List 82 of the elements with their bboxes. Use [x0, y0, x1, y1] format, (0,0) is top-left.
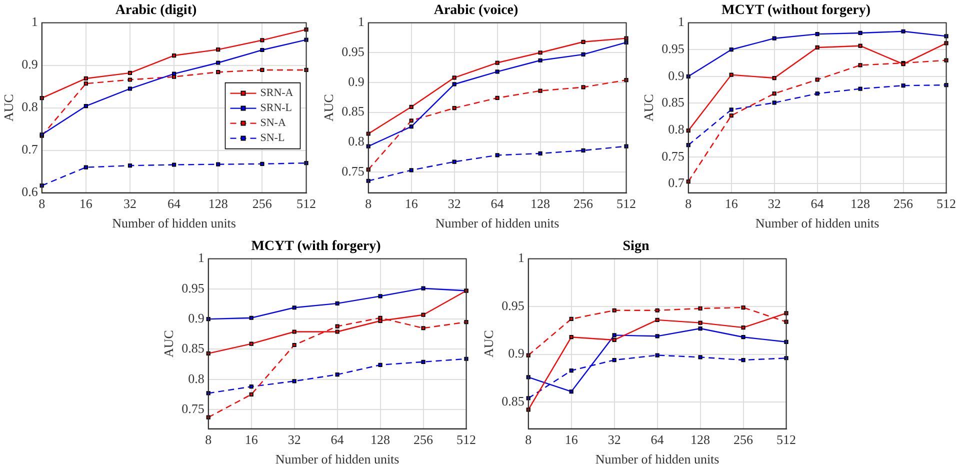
- x-tick-label: 8: [525, 432, 532, 448]
- y-tick-label: 0.8: [22, 99, 38, 114]
- x-tick-label: 512: [456, 432, 476, 448]
- x-tick-label: 256: [734, 432, 754, 448]
- y-tick-label: 1: [518, 250, 524, 266]
- y-tick-label: 0.75: [342, 163, 364, 178]
- y-tick-label: 0.85: [502, 393, 524, 408]
- x-axis-title: Number of hidden units: [112, 216, 236, 231]
- legend-label: SRN-A: [260, 87, 294, 100]
- y-tick-label: 0.8: [348, 134, 364, 149]
- y-tick-label: 0.8: [668, 121, 684, 136]
- x-tick-label: 512: [936, 196, 956, 212]
- chart-title: MCYT (with forgery): [251, 239, 382, 254]
- x-tick-label: 32: [123, 196, 136, 212]
- x-axis-title: Number of hidden units: [275, 452, 400, 467]
- y-tick-label: 1: [31, 14, 38, 30]
- y-axis-title: AUC: [321, 94, 336, 122]
- y-tick-label: 1: [198, 250, 204, 266]
- x-tick-label: 8: [685, 196, 692, 212]
- x-tick-label: 256: [894, 196, 914, 212]
- x-tick-label: 8: [205, 432, 212, 448]
- y-tick-label: 0.85: [662, 94, 684, 110]
- y-tick-label: 0.7: [668, 175, 685, 190]
- x-axis-title: Number of hidden units: [595, 452, 720, 467]
- y-tick-label: 0.95: [182, 280, 204, 296]
- x-tick-label: 128: [530, 196, 550, 212]
- x-tick-label: 16: [404, 196, 418, 212]
- y-tick-label: 0.95: [662, 41, 684, 56]
- y-tick-label: 0.9: [188, 310, 204, 326]
- x-axis-title: Number of hidden units: [435, 216, 560, 231]
- y-tick-label: 0.95: [502, 298, 524, 313]
- x-tick-label: 16: [564, 432, 578, 448]
- x-tick-label: 32: [448, 196, 461, 212]
- y-tick-label: 0.9: [508, 346, 524, 361]
- x-tick-label: 512: [616, 196, 636, 212]
- x-tick-label: 512: [296, 196, 316, 212]
- x-tick-label: 256: [252, 196, 272, 212]
- x-tick-label: 16: [79, 196, 93, 212]
- y-tick-label: 0.9: [22, 56, 38, 72]
- x-tick-label: 128: [690, 432, 710, 448]
- x-tick-label: 128: [850, 196, 870, 212]
- x-tick-label: 64: [330, 432, 344, 448]
- x-tick-label: 64: [168, 196, 182, 212]
- x-tick-label: 16: [244, 432, 258, 448]
- x-tick-label: 256: [414, 432, 434, 448]
- x-tick-label: 8: [38, 196, 46, 212]
- y-axis-title: AUC: [481, 330, 496, 358]
- y-tick-label: 1: [678, 14, 684, 30]
- y-tick-label: 0.9: [668, 68, 684, 83]
- x-tick-label: 512: [776, 432, 796, 448]
- x-tick-label: 64: [490, 196, 504, 212]
- y-axis-title: AUC: [1, 94, 16, 122]
- x-tick-label: 8: [365, 196, 372, 212]
- y-tick-label: 0.9: [348, 74, 364, 89]
- x-tick-label: 32: [768, 196, 781, 212]
- y-axis-title: AUC: [161, 330, 176, 358]
- legend-label: SN-L: [260, 132, 285, 144]
- chart-title: Arabic (digit): [115, 3, 197, 18]
- legend-label: SN-A: [260, 117, 286, 130]
- x-tick-label: 64: [810, 196, 824, 212]
- chart-title: MCYT (without forgery): [721, 3, 871, 18]
- x-axis-title: Number of hidden units: [755, 216, 880, 231]
- y-axis-title: AUC: [641, 94, 656, 122]
- x-tick-label: 128: [208, 196, 228, 212]
- y-tick-label: 1: [358, 14, 364, 30]
- x-tick-label: 32: [288, 432, 301, 448]
- x-tick-label: 64: [650, 432, 664, 448]
- chart-title: Arabic (voice): [434, 3, 519, 18]
- chart-title: Sign: [622, 239, 650, 254]
- y-tick-label: 0.85: [182, 340, 204, 356]
- y-tick-label: 0.95: [342, 44, 364, 60]
- x-tick-label: 256: [574, 196, 594, 212]
- x-tick-label: 128: [370, 432, 390, 448]
- y-tick-label: 0.75: [182, 400, 204, 416]
- y-tick-label: 0.8: [188, 370, 204, 386]
- x-tick-label: 32: [608, 432, 621, 448]
- legend-label: SRN-L: [260, 102, 292, 114]
- y-tick-label: 0.6: [22, 184, 38, 200]
- y-tick-label: 0.7: [22, 142, 38, 157]
- x-tick-label: 16: [724, 196, 738, 212]
- y-tick-label: 0.75: [662, 148, 684, 164]
- y-tick-label: 0.85: [342, 104, 364, 119]
